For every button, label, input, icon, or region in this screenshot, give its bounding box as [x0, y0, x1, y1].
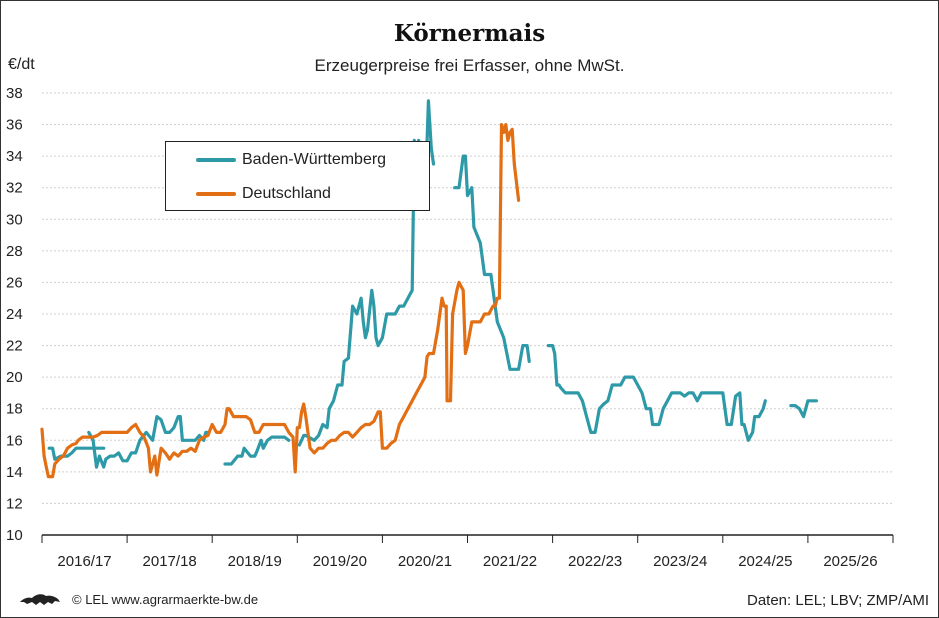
y-tick-label: 30 — [6, 211, 23, 228]
legend-label-bw: Baden-Württemberg — [242, 151, 387, 168]
series-line-segment — [453, 154, 531, 371]
x-tick-label: 2022/23 — [568, 553, 622, 570]
y-axis-unit: €/dt — [8, 56, 35, 73]
x-tick-label: 2017/18 — [143, 553, 197, 570]
y-tick-label: 20 — [6, 369, 23, 386]
legend-item-bw: Baden-Württemberg — [196, 150, 386, 170]
x-axis: 2016/17 2017/18 2018/19 2019/20 2020/21 2021/… — [41, 534, 894, 570]
y-tick-label: 10 — [6, 527, 23, 544]
x-tick-label: 2021/22 — [483, 553, 537, 570]
legend-swatch-bw — [196, 158, 236, 162]
x-tick-label: 2025/26 — [823, 553, 877, 570]
x-tick-label: 2018/19 — [228, 553, 282, 570]
legend-label-de: Deutschland — [242, 185, 331, 202]
chart-title: Körnermais — [393, 20, 546, 47]
y-tick-label: 32 — [6, 180, 23, 197]
series-deutschland — [40, 123, 521, 479]
y-tick-label: 34 — [6, 148, 23, 165]
lion-logo-icon — [20, 594, 60, 605]
y-tick-label: 26 — [6, 274, 23, 291]
series-baden-wuerttemberg — [47, 99, 818, 469]
series-lines — [40, 99, 818, 479]
series-line-segment — [789, 399, 818, 419]
x-tick-label: 2024/25 — [738, 553, 792, 570]
y-tick-label: 24 — [6, 306, 23, 323]
y-tick-label: 14 — [6, 464, 23, 481]
data-source: Daten: LEL; LBV; ZMP/AMI — [746, 592, 929, 609]
footer-credit: © LEL www.agrarmaerkte-bw.de — [18, 590, 258, 608]
series-line-segment — [87, 415, 210, 469]
y-axis-ticks: 10 12 14 16 18 20 22 24 26 28 30 32 34 36 38 — [6, 85, 23, 544]
x-tick-label: 2020/21 — [398, 553, 452, 570]
legend-item-de: Deutschland — [196, 184, 331, 204]
x-tick-label: 2019/20 — [313, 553, 367, 570]
y-tick-label: 28 — [6, 243, 23, 260]
series-line-segment — [40, 123, 521, 479]
legend: Baden-Württemberg Deutschland — [165, 141, 430, 211]
chart-subtitle: Erzeugerpreise frei Erfasser, ohne MwSt. — [314, 56, 625, 75]
series-line-segment — [546, 344, 767, 442]
y-tick-label: 38 — [6, 85, 23, 102]
y-tick-label: 16 — [6, 432, 23, 449]
copyright-text: © LEL www.agrarmaerkte-bw.de — [72, 591, 259, 607]
legend-swatch-de — [196, 192, 236, 196]
y-tick-label: 22 — [6, 338, 23, 355]
y-tick-label: 18 — [6, 401, 23, 418]
x-tick-label: 2016/17 — [57, 553, 111, 570]
x-tick-label: 2023/24 — [653, 553, 707, 570]
y-tick-label: 36 — [6, 117, 23, 134]
y-tick-label: 12 — [6, 495, 23, 512]
series-line-segment — [223, 435, 291, 466]
